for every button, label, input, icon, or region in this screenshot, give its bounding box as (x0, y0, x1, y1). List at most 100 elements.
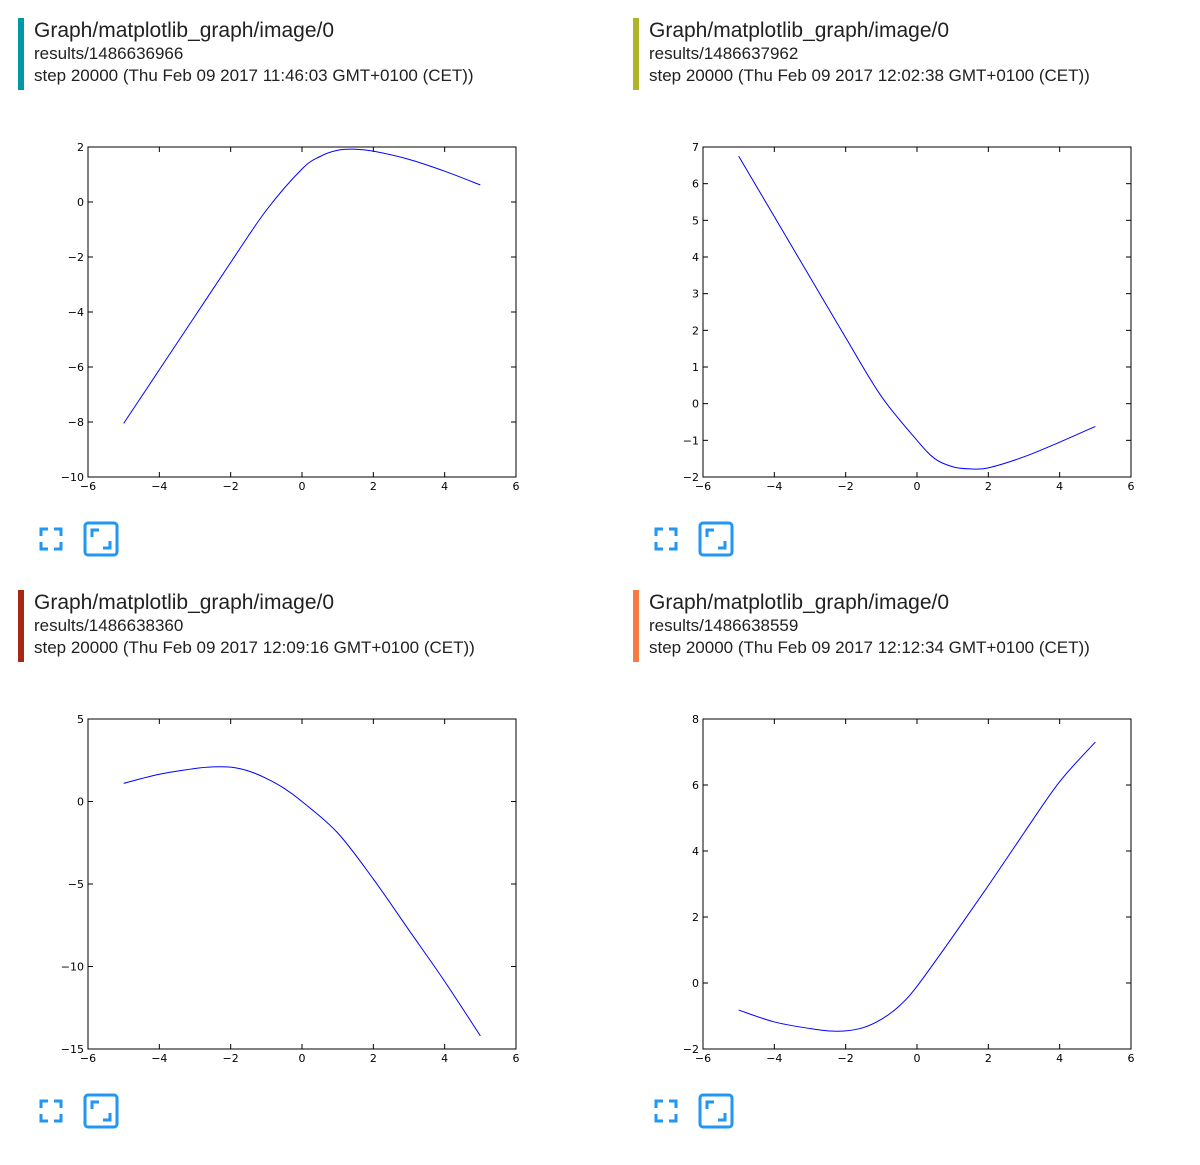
y-tick-label: 2 (77, 141, 84, 154)
x-tick-label: −2 (223, 1052, 239, 1065)
actual-size-button[interactable] (82, 1092, 120, 1130)
y-tick-label: 4 (692, 845, 699, 858)
x-tick-label: 6 (1128, 480, 1135, 493)
series-line (738, 155, 1096, 470)
step-label: step 20000 (Thu Feb 09 2017 12:02:38 GMT… (649, 66, 1090, 85)
x-tick-label: 6 (513, 480, 520, 493)
run-color-bar (18, 590, 24, 662)
y-tick-label: 4 (692, 251, 699, 264)
card-title: Graph/matplotlib_graph/image/0 (34, 591, 335, 614)
y-tick-label: −10 (61, 471, 84, 484)
card-header: Graph/matplotlib_graph/image/0 results/1… (633, 590, 1173, 662)
fit-to-card-button[interactable] (32, 520, 70, 558)
x-tick-label: 0 (914, 1052, 921, 1065)
x-tick-label: −4 (766, 480, 782, 493)
actual-size-button[interactable] (82, 520, 120, 558)
card-header: Graph/matplotlib_graph/image/0 results/1… (18, 18, 558, 90)
fit-to-card-button[interactable] (647, 1092, 685, 1130)
series-line (123, 766, 481, 1037)
actual-size-button[interactable] (697, 1092, 735, 1130)
plot-axes-frame (87, 718, 517, 1050)
y-tick-label: 1 (692, 361, 699, 374)
y-tick-label: 0 (77, 196, 84, 209)
x-tick-label: −2 (223, 480, 239, 493)
image-card: Graph/matplotlib_graph/image/0 results/1… (18, 572, 578, 1142)
x-tick-label: 2 (370, 480, 377, 493)
step-label: step 20000 (Thu Feb 09 2017 11:46:03 GMT… (34, 66, 474, 85)
x-tick-label: 4 (441, 1052, 448, 1065)
run-name: results/1486636966 (34, 44, 184, 63)
y-tick-label: −5 (68, 878, 84, 891)
run-name: results/1486637962 (649, 44, 799, 63)
x-tick-label: 0 (299, 480, 306, 493)
x-tick-label: 6 (1128, 1052, 1135, 1065)
y-tick-label: 7 (692, 141, 699, 154)
y-tick-label: −2 (683, 1043, 699, 1056)
x-tick-label: −2 (838, 1052, 854, 1065)
x-tick-label: 2 (985, 1052, 992, 1065)
fit-to-card-button[interactable] (32, 1092, 70, 1130)
x-tick-label: 4 (1056, 1052, 1063, 1065)
x-tick-label: −6 (695, 1052, 711, 1065)
x-tick-label: 2 (370, 1052, 377, 1065)
y-tick-label: 0 (692, 977, 699, 990)
x-tick-label: −4 (766, 1052, 782, 1065)
fit-to-card-button[interactable] (647, 520, 685, 558)
x-tick-label: −6 (695, 480, 711, 493)
card-title: Graph/matplotlib_graph/image/0 (649, 19, 950, 42)
x-tick-label: −6 (80, 1052, 96, 1065)
run-color-bar (633, 590, 639, 662)
actual-size-icon (83, 1093, 119, 1129)
y-tick-label: 6 (692, 779, 699, 792)
x-tick-label: 0 (299, 1052, 306, 1065)
actual-size-icon (83, 521, 119, 557)
fullscreen-icon (39, 527, 63, 551)
run-name: results/1486638360 (34, 616, 184, 635)
image-card: Graph/matplotlib_graph/image/0 results/1… (633, 0, 1193, 570)
x-tick-label: −4 (151, 1052, 167, 1065)
y-tick-label: −1 (683, 434, 699, 447)
card-header: Graph/matplotlib_graph/image/0 results/1… (633, 18, 1173, 90)
x-tick-label: −2 (838, 480, 854, 493)
run-name: results/1486638559 (649, 616, 799, 635)
card-actions (647, 520, 767, 560)
y-tick-label: 0 (692, 398, 699, 411)
x-tick-label: 2 (985, 480, 992, 493)
y-tick-label: 2 (692, 324, 699, 337)
y-tick-label: 5 (692, 214, 699, 227)
image-card: Graph/matplotlib_graph/image/0 results/1… (18, 0, 578, 570)
matplotlib-plot: −6 −4 −2 0 2 4 6 −2 −1 0 1 2 3 4 5 6 7 (683, 141, 1135, 493)
card-title: Graph/matplotlib_graph/image/0 (649, 591, 950, 614)
y-tick-label: 2 (692, 911, 699, 924)
y-tick-label: 0 (77, 796, 84, 809)
card-actions (32, 520, 152, 560)
actual-size-icon (698, 1093, 734, 1129)
y-tick-label: −2 (68, 251, 84, 264)
y-tick-label: 6 (692, 178, 699, 191)
plot-axes-frame (702, 146, 1132, 478)
y-tick-label: −2 (683, 471, 699, 484)
fullscreen-icon (39, 1099, 63, 1123)
y-tick-label: −6 (68, 361, 84, 374)
series-line (123, 148, 481, 424)
fullscreen-icon (654, 527, 678, 551)
card-actions (32, 1092, 152, 1132)
card-actions (647, 1092, 767, 1132)
y-tick-label: −8 (68, 416, 84, 429)
card-title: Graph/matplotlib_graph/image/0 (34, 19, 335, 42)
step-label: step 20000 (Thu Feb 09 2017 12:12:34 GMT… (649, 638, 1090, 657)
actual-size-button[interactable] (697, 520, 735, 558)
x-tick-label: 6 (513, 1052, 520, 1065)
series-line (738, 741, 1096, 1032)
x-tick-label: 0 (914, 480, 921, 493)
y-tick-label: 3 (692, 288, 699, 301)
x-tick-label: −4 (151, 480, 167, 493)
run-color-bar (633, 18, 639, 90)
matplotlib-plot: −6 −4 −2 0 2 4 6 −2 0 2 4 6 8 (683, 713, 1135, 1065)
image-card: Graph/matplotlib_graph/image/0 results/1… (633, 572, 1193, 1142)
y-tick-label: 8 (692, 713, 699, 726)
actual-size-icon (698, 521, 734, 557)
run-color-bar (18, 18, 24, 90)
x-tick-label: 4 (1056, 480, 1063, 493)
step-label: step 20000 (Thu Feb 09 2017 12:09:16 GMT… (34, 638, 475, 657)
